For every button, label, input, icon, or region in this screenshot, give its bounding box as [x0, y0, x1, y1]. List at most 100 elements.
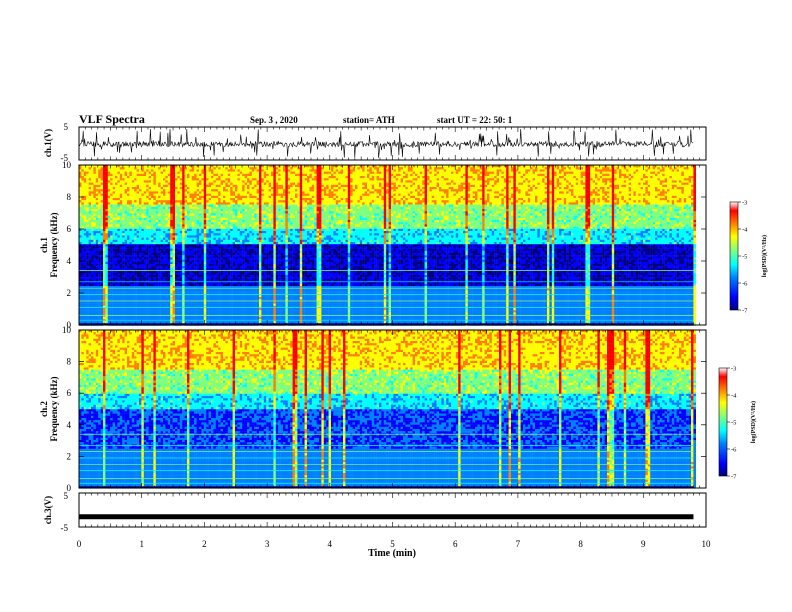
spectrogram-cell — [101, 218, 104, 220]
spectrogram-cell — [98, 174, 101, 176]
spectrogram-cell — [98, 255, 101, 257]
spectrogram-cell — [101, 273, 104, 275]
spectrogram-cell — [91, 222, 94, 224]
spectrogram-cell — [98, 308, 101, 310]
spectrogram-cell — [96, 308, 99, 310]
spectrogram-cell — [81, 200, 84, 202]
spectrogram-cell — [81, 187, 84, 189]
spectrogram-cell — [89, 183, 92, 185]
spectrogram-cell — [110, 277, 113, 279]
ch1-spectrogram-panel: 0246810 ch.1 Frequency (kHz) — [39, 160, 706, 330]
spectrogram-cell — [91, 229, 94, 231]
spectrogram-cell — [89, 187, 92, 189]
spectrogram-cell — [81, 209, 84, 211]
spectrogram-cell — [98, 244, 101, 246]
spectrogram-cell — [98, 224, 101, 226]
spectrogram-cell — [89, 295, 92, 297]
spectrogram-cell — [108, 189, 111, 191]
spectrogram-cell — [108, 229, 111, 231]
spectrogram-cell — [110, 275, 113, 277]
spectrogram-cell — [101, 231, 104, 233]
spectrogram-cell — [103, 180, 106, 182]
spectrogram-cell — [108, 194, 111, 196]
spectrogram-cell — [91, 304, 94, 306]
spectrogram-cell — [105, 227, 108, 229]
spectrogram-cell — [84, 185, 87, 187]
spectrogram-cell — [105, 253, 108, 255]
spectrogram-cell — [81, 295, 84, 297]
spectrogram-cell — [103, 172, 106, 174]
spectrogram-cell — [91, 260, 94, 262]
spectrogram-cell — [113, 205, 116, 207]
spectrogram-cell — [110, 279, 113, 281]
spectrogram-cell — [101, 244, 104, 246]
spectrogram-cell — [110, 196, 113, 198]
spectrogram-cell — [96, 191, 99, 193]
spectrogram-cell — [84, 169, 87, 171]
spectrogram-cell — [105, 231, 108, 233]
spectrogram-cell — [103, 183, 106, 185]
spectrogram-cell — [93, 240, 96, 242]
spectrogram-cell — [81, 279, 84, 281]
spectrogram-cell — [101, 271, 104, 273]
spectrogram-cell — [96, 297, 99, 299]
spectrogram-cell — [101, 295, 104, 297]
spectrogram-cell — [103, 253, 106, 255]
spectrogram-cell — [98, 273, 101, 275]
spectrogram-cell — [86, 301, 89, 303]
spectrogram-cell — [110, 227, 113, 229]
spectrogram-cell — [89, 224, 92, 226]
spectrogram-cell — [84, 251, 87, 253]
spectrogram-cell — [101, 235, 104, 237]
spectrogram-cell — [84, 218, 87, 220]
spectrogram-cell — [101, 304, 104, 306]
spectrogram-cell — [93, 246, 96, 248]
spectrogram-cell — [98, 249, 101, 251]
spectrogram-cell — [91, 295, 94, 297]
spectrogram-cell — [84, 187, 87, 189]
spectrogram-cell — [98, 167, 101, 169]
spectrogram-cell — [86, 169, 89, 171]
spectrogram-cell — [113, 178, 116, 180]
spectrogram-cell — [91, 297, 94, 299]
spectrogram-cell — [89, 253, 92, 255]
spectrogram-cell — [103, 277, 106, 279]
spectrogram-cell — [101, 264, 104, 266]
spectrogram-cell — [108, 238, 111, 240]
spectrogram-cell — [105, 235, 108, 237]
spectrogram-cell — [86, 218, 89, 220]
spectrogram-cell — [86, 172, 89, 174]
spectrogram-cell — [105, 284, 108, 286]
spectrogram-cell — [113, 235, 116, 237]
spectrogram-cell — [110, 266, 113, 268]
spectrogram-cell — [81, 227, 84, 229]
spectrogram-cell — [96, 249, 99, 251]
spectrogram-cell — [110, 260, 113, 262]
spectrogram-cell — [98, 169, 101, 171]
spectrogram-cell — [105, 246, 108, 248]
spectrogram-cell — [91, 224, 94, 226]
spectrogram-cell — [93, 315, 96, 317]
spectrogram-cell — [86, 315, 89, 317]
ch1-ytick-top: 5 — [64, 122, 69, 132]
spectrogram-cell — [93, 189, 96, 191]
spectrogram-cell — [110, 251, 113, 253]
spectrogram-cell — [108, 301, 111, 303]
spectrogram-cell — [96, 246, 99, 248]
spectrogram-cell — [98, 220, 101, 222]
spectrogram-cell — [98, 218, 101, 220]
spectrogram-cell — [105, 167, 108, 169]
spectrogram-cell — [96, 238, 99, 240]
spectrogram-cell — [103, 304, 106, 306]
spectrogram-cell — [84, 189, 87, 191]
spectrogram-cell — [110, 246, 113, 248]
spectrogram-cell — [84, 284, 87, 286]
spectrogram-cell — [98, 315, 101, 317]
spectrogram-cell — [81, 249, 84, 251]
spectrogram-cell — [105, 262, 108, 264]
spectrogram-cell — [110, 211, 113, 213]
spectrogram-cell — [93, 233, 96, 235]
spectrogram-cell — [91, 213, 94, 215]
spectrogram-cell — [84, 242, 87, 244]
spectrogram-cell — [108, 255, 111, 257]
